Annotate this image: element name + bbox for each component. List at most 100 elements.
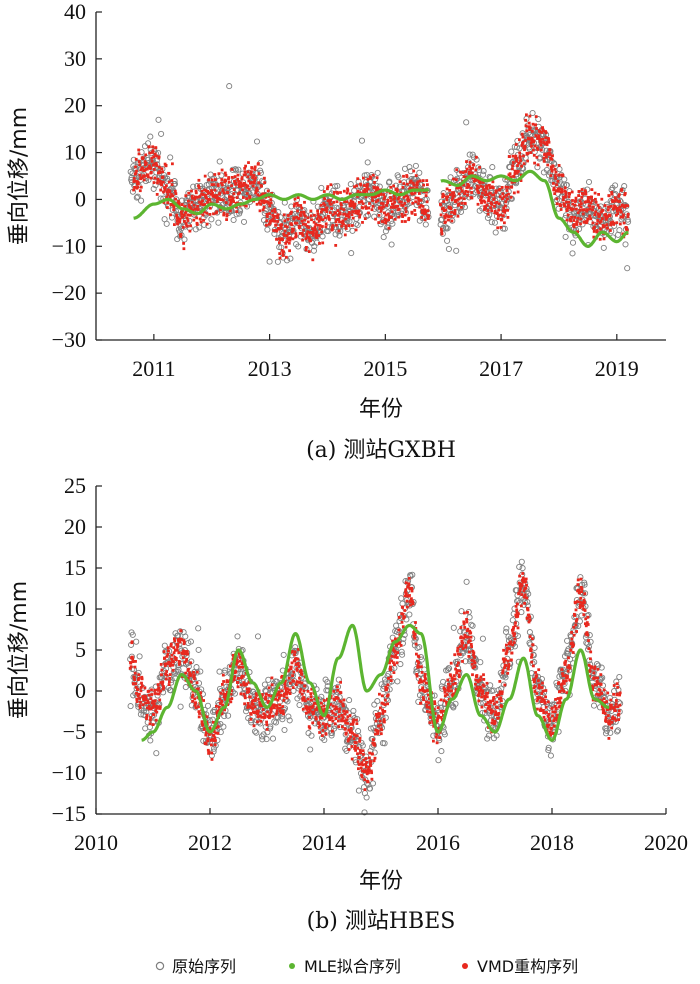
vmd-point	[194, 207, 198, 211]
vmd-point	[603, 204, 607, 207]
vmd-point	[188, 213, 192, 217]
vmd-point	[250, 170, 253, 174]
raw-point	[221, 713, 228, 720]
vmd-point	[334, 220, 338, 223]
vmd-point	[235, 196, 239, 199]
vmd-point	[405, 194, 408, 198]
vmd-point	[456, 649, 459, 653]
vmd-point	[171, 162, 174, 166]
vmd-point	[202, 210, 206, 214]
vmd-point	[175, 648, 179, 652]
vmd-point	[152, 155, 156, 159]
raw-point	[518, 609, 525, 616]
vmd-point	[296, 662, 300, 665]
vmd-point	[345, 710, 349, 714]
vmd-point	[243, 167, 247, 170]
vmd-point	[318, 227, 322, 230]
vmd-point	[312, 231, 315, 234]
vmd-point	[261, 693, 264, 696]
vmd-point	[426, 710, 429, 713]
vmd-point	[188, 229, 192, 233]
vmd-point	[321, 225, 324, 228]
vmd-point	[220, 712, 224, 716]
vmd-point	[307, 250, 311, 253]
vmd-point	[197, 715, 201, 719]
vmd-point	[424, 681, 428, 685]
vmd-point	[590, 196, 593, 199]
vmd-point	[303, 684, 307, 688]
vmd-point	[462, 622, 466, 626]
vmd-point	[489, 206, 493, 209]
vmd-point	[543, 142, 547, 146]
vmd-point	[145, 717, 148, 720]
vmd-point	[161, 680, 165, 684]
vmd-point	[291, 686, 295, 689]
vmd-point	[493, 205, 496, 208]
vmd-point	[274, 223, 278, 227]
vmd-point	[275, 229, 279, 233]
vmd-point	[222, 211, 226, 215]
vmd-point	[593, 191, 597, 195]
vmd-point	[380, 694, 384, 698]
vmd-point	[228, 195, 231, 199]
vmd-point	[452, 177, 455, 181]
vmd-point	[285, 225, 289, 229]
vmd-point	[363, 788, 367, 791]
vmd-point	[335, 218, 339, 221]
vmd-point	[133, 186, 136, 189]
y-tick-label: 30	[64, 46, 86, 71]
vmd-point	[465, 186, 469, 189]
vmd-point	[275, 711, 279, 715]
vmd-point	[160, 167, 164, 171]
vmd-point	[585, 219, 589, 223]
vmd-point	[374, 195, 378, 198]
vmd-point	[310, 710, 314, 714]
vmd-point	[553, 192, 557, 195]
vmd-point	[213, 188, 217, 192]
raw-point	[226, 83, 233, 90]
vmd-point	[268, 212, 271, 215]
vmd-point	[300, 206, 304, 210]
vmd-point	[554, 176, 557, 180]
vmd-point	[306, 689, 310, 693]
vmd-point	[493, 211, 497, 215]
vmd-point	[276, 220, 280, 223]
vmd-point	[222, 695, 226, 699]
vmd-point	[206, 190, 210, 193]
vmd-point	[543, 152, 547, 156]
vmd-point	[215, 194, 219, 198]
vmd-point	[253, 711, 257, 714]
vmd-point	[412, 634, 416, 638]
vmd-point	[590, 188, 594, 191]
vmd-point	[436, 706, 440, 710]
vmd-point	[371, 199, 374, 202]
vmd-point	[586, 198, 590, 202]
vmd-point	[283, 219, 287, 223]
vmd-point	[218, 191, 222, 195]
vmd-point	[227, 176, 231, 179]
vmd-point	[446, 678, 450, 682]
vmd-point	[454, 200, 458, 204]
vmd-point	[153, 699, 157, 703]
vmd-point	[288, 238, 292, 242]
vmd-point	[518, 151, 522, 155]
vmd-point	[446, 195, 450, 199]
vmd-point	[470, 662, 474, 666]
vmd-point	[350, 730, 353, 733]
raw-point	[458, 608, 465, 615]
vmd-point	[152, 713, 156, 716]
vmd-point	[435, 732, 439, 736]
vmd-point	[270, 676, 274, 680]
vmd-point	[369, 176, 373, 180]
vmd-point	[495, 694, 499, 697]
vmd-point	[335, 223, 338, 227]
vmd-point	[609, 223, 613, 227]
raw-point	[347, 181, 354, 188]
vmd-point	[229, 700, 233, 704]
vmd-point	[241, 184, 245, 188]
raw-point	[190, 183, 197, 190]
vmd-point	[557, 189, 560, 193]
vmd-point	[252, 181, 256, 185]
vmd-point	[236, 685, 240, 689]
vmd-point	[377, 724, 380, 728]
